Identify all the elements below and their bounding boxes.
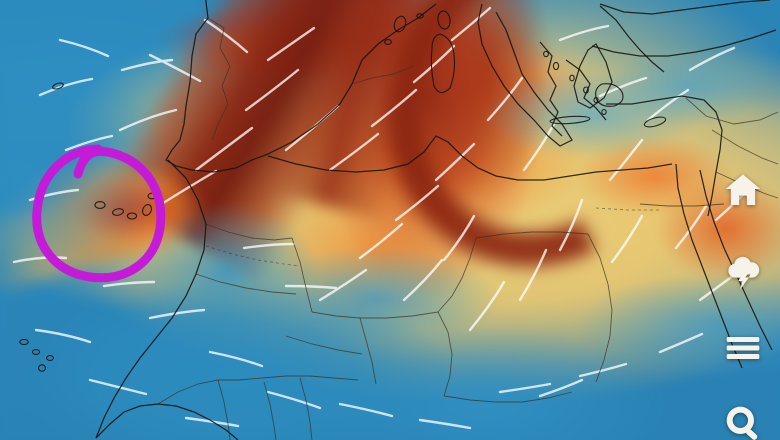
hamburger-menu-icon <box>726 337 760 359</box>
thunderstorm-icon <box>728 256 760 290</box>
map-control-rail <box>704 0 780 440</box>
menu-button[interactable] <box>720 325 766 371</box>
weather-layers-button[interactable] <box>720 249 766 295</box>
search-button[interactable] <box>720 400 766 440</box>
home-icon <box>725 174 761 205</box>
search-icon <box>726 406 758 440</box>
home-button[interactable] <box>720 167 766 213</box>
